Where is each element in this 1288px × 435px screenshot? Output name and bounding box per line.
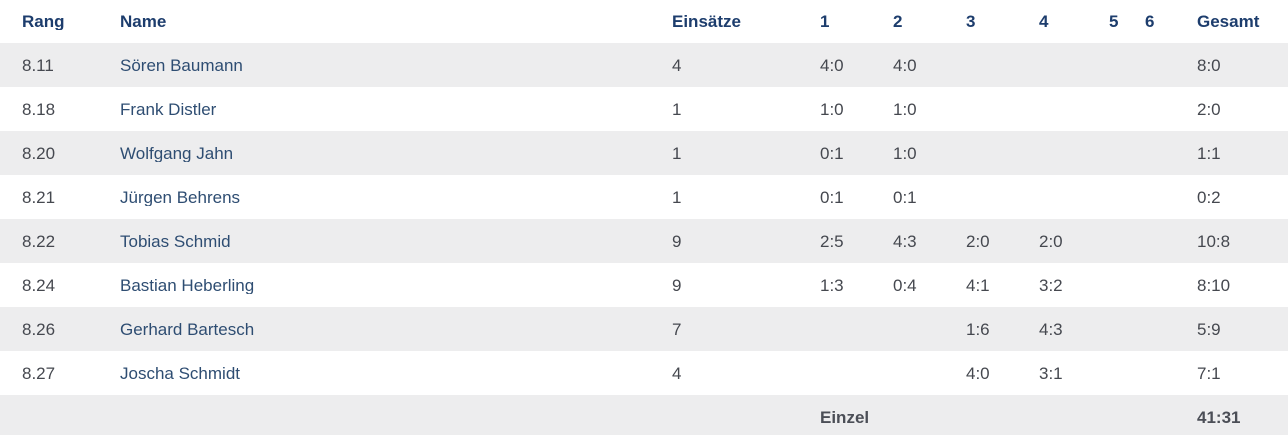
column-header-rang: Rang bbox=[22, 13, 65, 30]
player-name-link[interactable]: Sören Baumann bbox=[120, 56, 243, 74]
table-header-row: Rang Name Einsätze 1 2 3 4 5 6 Gesamt bbox=[0, 0, 1288, 43]
player-rank: 8.22 bbox=[22, 232, 56, 250]
player-name-link[interactable]: Jürgen Behrens bbox=[120, 188, 241, 206]
player-name-link[interactable]: Frank Distler bbox=[120, 100, 217, 118]
table-row: 8.27 Joscha Schmidt 4 4:0 3:1 7:1 bbox=[0, 351, 1288, 395]
column-header-round-4: 4 bbox=[1039, 13, 1049, 30]
table-row: 8.11 Sören Baumann 4 4:0 4:0 8:0 bbox=[0, 43, 1288, 87]
table-row: 8.18 Frank Distler 1 1:0 1:0 2:0 bbox=[0, 87, 1288, 131]
player-round-2: 4:0 bbox=[893, 56, 917, 74]
table-row: 8.24 Bastian Heberling 9 1:3 0:4 4:1 3:2… bbox=[0, 263, 1288, 307]
player-rank: 8.20 bbox=[22, 144, 56, 162]
player-name-link[interactable]: Gerhard Bartesch bbox=[120, 320, 255, 338]
player-round-1: 4:0 bbox=[820, 56, 844, 74]
column-header-round-3: 3 bbox=[966, 13, 976, 30]
player-round-2: 1:0 bbox=[893, 100, 917, 118]
player-rank: 8.27 bbox=[22, 364, 56, 382]
player-round-1: 0:1 bbox=[820, 188, 844, 206]
player-round-4: 3:2 bbox=[1039, 276, 1063, 294]
table-row: 8.21 Jürgen Behrens 1 0:1 0:1 0:2 bbox=[0, 175, 1288, 219]
player-rank: 8.24 bbox=[22, 276, 56, 294]
column-header-round-1: 1 bbox=[820, 13, 830, 30]
column-header-name: Name bbox=[120, 13, 167, 30]
table-footer-row: Einzel 41:31 bbox=[0, 395, 1288, 435]
player-gesamt: 0:2 bbox=[1197, 188, 1221, 206]
player-round-1: 1:0 bbox=[820, 100, 844, 118]
player-round-3: 4:0 bbox=[966, 364, 990, 382]
player-einsaetze: 9 bbox=[672, 276, 682, 294]
player-name-link[interactable]: Tobias Schmid bbox=[120, 232, 231, 250]
footer-total-value: 41:31 bbox=[1197, 408, 1241, 426]
player-einsaetze: 9 bbox=[672, 232, 682, 250]
player-rank: 8.26 bbox=[22, 320, 56, 338]
player-rank: 8.21 bbox=[22, 188, 56, 206]
player-round-3: 1:6 bbox=[966, 320, 990, 338]
column-header-round-5: 5 bbox=[1109, 13, 1119, 30]
player-round-1: 1:3 bbox=[820, 276, 844, 294]
player-round-4: 2:0 bbox=[1039, 232, 1063, 250]
player-round-4: 3:1 bbox=[1039, 364, 1063, 382]
column-header-round-6: 6 bbox=[1145, 13, 1155, 30]
player-round-2: 0:1 bbox=[893, 188, 917, 206]
player-round-1: 2:5 bbox=[820, 232, 844, 250]
player-einsaetze: 7 bbox=[672, 320, 682, 338]
player-rank: 8.11 bbox=[22, 56, 54, 74]
player-name-link[interactable]: Wolfgang Jahn bbox=[120, 144, 234, 162]
column-header-einsaetze: Einsätze bbox=[672, 13, 741, 30]
player-gesamt: 2:0 bbox=[1197, 100, 1221, 118]
player-name-link[interactable]: Joscha Schmidt bbox=[120, 364, 240, 382]
player-gesamt: 7:1 bbox=[1197, 364, 1221, 382]
table-row: 8.22 Tobias Schmid 9 2:5 4:3 2:0 2:0 10:… bbox=[0, 219, 1288, 263]
player-einsaetze: 1 bbox=[672, 144, 682, 162]
player-einsaetze: 4 bbox=[672, 364, 682, 382]
table-row: 8.20 Wolfgang Jahn 1 0:1 1:0 1:1 bbox=[0, 131, 1288, 175]
player-gesamt: 8:10 bbox=[1197, 276, 1231, 294]
column-header-round-2: 2 bbox=[893, 13, 903, 30]
table-row: 8.26 Gerhard Bartesch 7 1:6 4:3 5:9 bbox=[0, 307, 1288, 351]
player-gesamt: 10:8 bbox=[1197, 232, 1231, 250]
player-name-link[interactable]: Bastian Heberling bbox=[120, 276, 255, 294]
player-round-1: 0:1 bbox=[820, 144, 844, 162]
player-round-3: 4:1 bbox=[966, 276, 990, 294]
player-einsaetze: 4 bbox=[672, 56, 682, 74]
player-gesamt: 8:0 bbox=[1197, 56, 1221, 74]
player-round-2: 4:3 bbox=[893, 232, 917, 250]
player-gesamt: 1:1 bbox=[1197, 144, 1221, 162]
player-round-3: 2:0 bbox=[966, 232, 990, 250]
player-einsaetze: 1 bbox=[672, 100, 682, 118]
player-rank: 8.18 bbox=[22, 100, 56, 118]
column-header-gesamt: Gesamt bbox=[1197, 13, 1260, 30]
player-gesamt: 5:9 bbox=[1197, 320, 1221, 338]
player-round-4: 4:3 bbox=[1039, 320, 1063, 338]
player-round-2: 0:4 bbox=[893, 276, 917, 294]
footer-einzel-label: Einzel bbox=[820, 408, 870, 426]
player-round-2: 1:0 bbox=[893, 144, 917, 162]
player-einsaetze: 1 bbox=[672, 188, 682, 206]
